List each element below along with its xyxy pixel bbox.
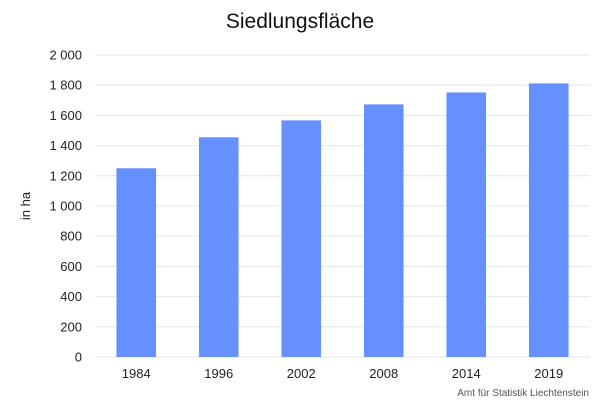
bar-2002 — [281, 120, 322, 358]
y-tick-label: 800 — [60, 229, 82, 244]
y-tick-label: 2 000 — [49, 48, 82, 63]
x-tick-label: 1984 — [122, 366, 151, 381]
bar-2014 — [446, 92, 487, 357]
source-credit: Amt für Statistik Liechtenstein — [457, 388, 589, 399]
bar-1996 — [198, 137, 239, 357]
y-tick-label: 400 — [60, 289, 82, 304]
y-tick-label: 600 — [60, 259, 82, 274]
y-tick-label: 1 200 — [49, 168, 82, 183]
y-tick-label: 1 600 — [49, 108, 82, 123]
bar-2008 — [363, 104, 404, 357]
y-tick-label: 0 — [75, 350, 82, 365]
y-tick-label: 1 000 — [49, 199, 82, 214]
bars — [116, 83, 569, 358]
chart-title: Siedlungsfläche — [226, 10, 374, 33]
x-axis-ticks: 1984 1996 2002 2008 2014 2019 — [122, 366, 563, 381]
y-tick-label: 1 400 — [49, 138, 82, 153]
x-tick-label: 2002 — [287, 366, 316, 381]
y-tick-label: 200 — [60, 319, 82, 334]
x-tick-label: 1996 — [204, 366, 233, 381]
bar-2019 — [528, 83, 569, 357]
bar-1984 — [116, 168, 157, 357]
x-tick-label: 2014 — [452, 366, 481, 381]
y-axis-ticks: 0 200 400 600 800 1 000 1 200 1 400 1 600 1 800 2 … — [49, 48, 82, 365]
x-tick-label: 2008 — [369, 366, 398, 381]
x-tick-label: 2019 — [534, 366, 563, 381]
gridlines — [95, 54, 590, 358]
y-tick-label: 1 800 — [49, 78, 82, 93]
y-axis-label: in ha — [18, 191, 33, 220]
